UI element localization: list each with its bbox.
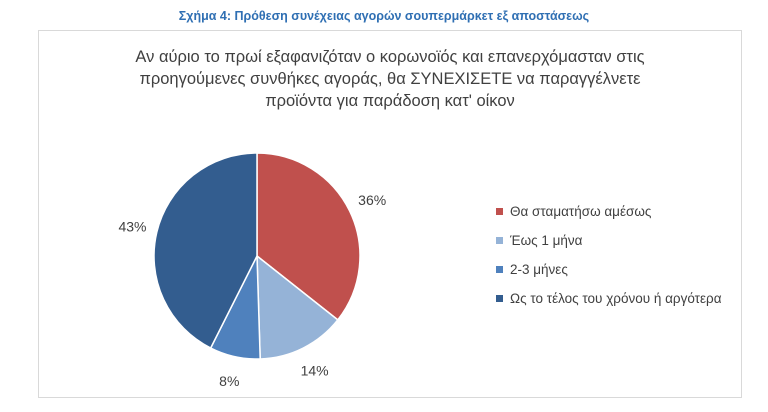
pie-slice-up-to-1-month [256, 254, 339, 360]
legend-swatch [496, 236, 503, 244]
pie-data-label-2-3-months: 8% [219, 373, 239, 389]
pie-slice-end-of-year-or-later [153, 152, 258, 349]
legend-label: 2-3 μήνες [510, 261, 568, 277]
legend-item-end-of-year-or-later: Ως το τέλος του χρόνου ή αργότερα [496, 289, 722, 307]
chart-title-line-2: προηγούμενες συνθήκες αγοράς, θα ΣΥΝΕΧΙΣ… [139, 70, 641, 88]
chart-legend: Θα σταματήσω αμέσως Έως 1 μήνα 2-3 μήνες… [496, 202, 722, 318]
pie-data-label-up-to-1-month: 14% [301, 362, 329, 378]
legend-swatch [496, 207, 503, 215]
legend-label: Θα σταματήσω αμέσως [510, 203, 652, 219]
legend-swatch [496, 265, 503, 273]
chart-title: Αν αύριο το πρωί εξαφανιζόταν ο κορωνοϊό… [38, 46, 742, 112]
legend-swatch [496, 294, 503, 302]
chart-title-line-3: προϊόντα για παράδοση κατ' οίκον [265, 92, 515, 110]
legend-item-up-to-1-month: Έως 1 μήνα [496, 231, 722, 249]
pie-data-label-end-of-year-or-later: 43% [118, 218, 146, 234]
pie-data-label-stop-immediately: 36% [358, 192, 386, 208]
chart-frame [38, 30, 742, 398]
legend-item-stop-immediately: Θα σταματήσω αμέσως [496, 202, 722, 220]
legend-label: Έως 1 μήνα [510, 232, 583, 248]
legend-item-2-3-months: 2-3 μήνες [496, 260, 722, 278]
chart-title-line-1: Αν αύριο το πρωί εξαφανιζόταν ο κορωνοϊό… [135, 48, 645, 66]
pie-slice-stop-immediately [256, 152, 361, 321]
legend-label: Ως το τέλος του χρόνου ή αργότερα [510, 290, 722, 306]
figure-caption: Σχήμα 4: Πρόθεση συνέχειας αγορών σουπερ… [178, 9, 590, 23]
